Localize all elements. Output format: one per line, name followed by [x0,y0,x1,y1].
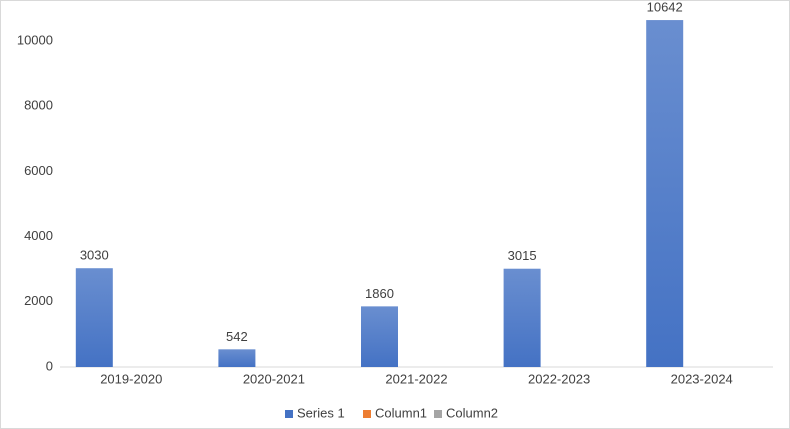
legend-label: Series 1 [297,405,345,420]
data-label: 1860 [365,286,394,301]
y-tick-label: 0 [46,358,53,373]
legend-label: Column2 [446,405,498,420]
data-label: 542 [226,329,248,344]
bar [646,20,684,367]
y-tick-label: 2000 [24,293,53,308]
bar [218,349,256,367]
legend-swatch [285,410,293,418]
y-tick-label: 6000 [24,163,53,178]
data-label: 10642 [647,0,683,15]
legend-swatch [363,410,371,418]
x-tick-label: 2022-2023 [528,371,590,386]
x-tick-label: 2019-2020 [100,371,162,386]
y-tick-label: 4000 [24,228,53,243]
y-tick-label: 10000 [17,32,53,47]
x-tick-label: 2023-2024 [671,371,733,386]
data-label: 3030 [80,248,109,263]
legend-swatch [434,410,442,418]
x-tick-label: 2020-2021 [243,371,305,386]
bar [503,268,541,367]
x-tick-label: 2021-2022 [385,371,447,386]
legend-label: Column1 [375,405,427,420]
bar [75,268,113,367]
bar [361,306,398,367]
y-tick-label: 8000 [24,98,53,113]
data-label: 3015 [508,248,537,263]
